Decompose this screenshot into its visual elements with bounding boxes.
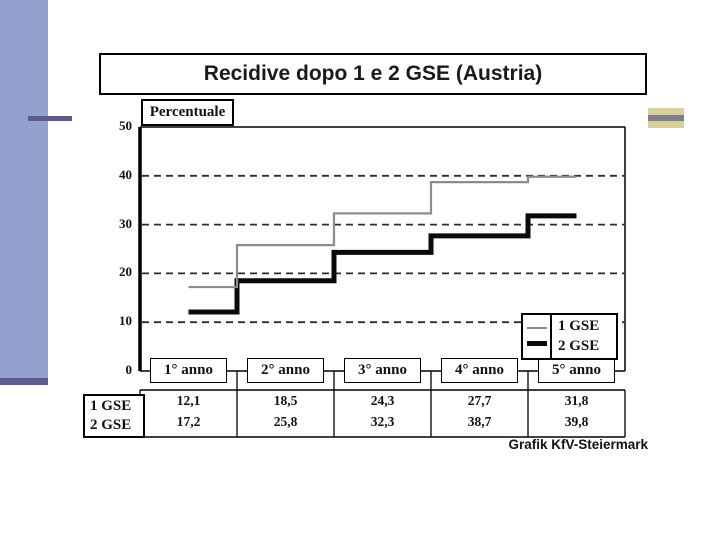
y-axis-title-box: Percentuale [141,99,234,126]
legend-line-sample-thin [526,327,547,329]
table-row-label-1gse: 1 GSE [90,398,132,414]
legend-samples [523,315,552,358]
y-tick-50: 50 [119,118,132,133]
x-category-3-anno: 3° anno [344,358,421,383]
y-tick-0: 0 [125,362,133,377]
table-cell: 39,8 [564,414,589,429]
y-axis-title: Percentuale [149,104,226,120]
table-cell: 31,8 [564,393,589,408]
table-cell: 38,7 [467,414,492,429]
x-category-1-anno: 1° anno [150,358,227,383]
table-cell: 24,3 [370,393,395,408]
x-category-4-anno: 4° anno [441,358,518,383]
table-cell: 32,3 [370,414,395,429]
y-tick-20: 20 [119,264,132,279]
legend-label-1gse: 1 GSE [558,318,600,335]
y-tick-40: 40 [119,167,132,182]
sidebar-accent-bar [0,0,48,378]
table-cell: 17,2 [176,414,201,429]
chart-legend: 1 GSE 2 GSE [521,313,618,360]
decorative-accent-line [28,116,72,121]
legend-labels: 1 GSE 2 GSE [552,315,616,358]
table-cell: 12,1 [176,393,201,408]
slide-title: Recidive dopo 1 e 2 GSE (Austria) [203,62,543,85]
table-cell: 25,8 [273,414,298,429]
y-tick-10: 10 [119,313,132,328]
decorative-khaki-block [648,108,684,128]
x-category-5-anno: 5° anno [538,358,615,383]
table-cell: 27,7 [467,393,492,408]
table-row-header-box: 1 GSE 2 GSE [83,394,145,438]
legend-label-2gse: 2 GSE [558,337,600,354]
table-cell: 18,5 [273,393,298,408]
y-tick-30: 30 [119,216,132,231]
slide-title-box: Recidive dopo 1 e 2 GSE (Austria) [99,53,647,95]
table-row-label-2gse: 2 GSE [90,417,132,433]
credit-text: Grafik KfV-Steiermark [508,437,648,452]
legend-line-sample-thick [526,341,547,346]
x-category-2-anno: 2° anno [247,358,324,383]
khaki-stripe [648,115,684,121]
sidebar-bottom-line [0,378,48,385]
